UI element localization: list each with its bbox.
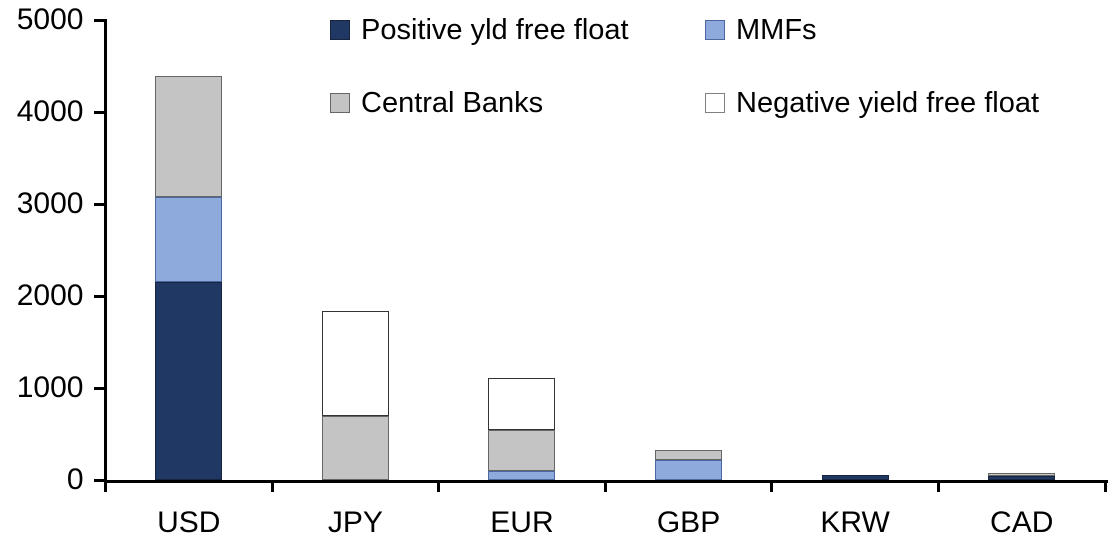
- y-tick-label: 4000: [16, 95, 84, 128]
- legend-item-mmfs: MMFs: [705, 14, 1039, 46]
- x-category-label-eur: EUR: [490, 506, 554, 539]
- x-tick: [270, 480, 274, 492]
- legend-swatch-negative-yield-free-float: [705, 93, 725, 113]
- bar-segment-eur-mmfs: [488, 470, 556, 480]
- y-tick-label: 3000: [16, 187, 84, 220]
- y-tick-label: 5000: [16, 3, 84, 36]
- x-tick: [770, 480, 774, 492]
- y-tick-2000: [93, 294, 107, 298]
- bar-segment-jpy-negative-yield-free-float: [321, 310, 389, 416]
- x-tick: [104, 480, 107, 492]
- legend-item-negative-yield-free-float: Negative yield free float: [705, 87, 1039, 119]
- bar-segment-krw-positive-yld-free-float: [821, 475, 889, 480]
- bar-segment-gbp-central-banks: [655, 449, 723, 460]
- x-category-label-gbp: GBP: [656, 506, 721, 539]
- legend-item-central-banks: Central Banks: [330, 87, 705, 119]
- x-tick: [603, 480, 607, 492]
- x-category-label-cad: CAD: [990, 506, 1054, 539]
- legend-label: Positive yld free float: [361, 14, 629, 46]
- y-tick-label: 0: [66, 463, 84, 496]
- y-tick-label: 1000: [16, 371, 84, 404]
- y-tick-3000: [93, 202, 107, 206]
- x-tick: [1103, 480, 1107, 492]
- legend-label: MMFs: [736, 14, 817, 46]
- x-category-label-krw: KRW: [820, 506, 890, 539]
- bar-segment-usd-central-banks: [155, 76, 223, 197]
- legend-item-positive-yld-free-float: Positive yld free float: [330, 14, 705, 46]
- legend-label: Negative yield free float: [736, 87, 1040, 119]
- x-tick: [437, 480, 441, 492]
- y-tick-5000: [93, 18, 107, 22]
- legend-swatch-mmfs: [705, 20, 725, 40]
- bar-segment-cad-positive-yld-free-float: [988, 475, 1056, 480]
- bar-segment-eur-negative-yield-free-float: [488, 377, 556, 431]
- legend-label: Central Banks: [361, 87, 544, 119]
- x-category-label-usd: USD: [157, 506, 221, 539]
- y-axis-line: [104, 19, 107, 483]
- x-category-label-jpy: JPY: [327, 506, 383, 539]
- legend-swatch-positive-yld-free-float: [330, 20, 350, 40]
- bar-segment-usd-positive-yld-free-float: [155, 282, 223, 480]
- bar-segment-jpy-central-banks: [321, 415, 389, 480]
- x-tick: [936, 480, 940, 492]
- bar-segment-usd-mmfs: [155, 196, 223, 283]
- y-tick-4000: [93, 110, 107, 114]
- legend: Positive yld free float MMFs Central Ban…: [330, 14, 1039, 119]
- y-tick-0: [93, 478, 107, 482]
- y-tick-label: 2000: [16, 279, 84, 312]
- bar-segment-gbp-mmfs: [655, 459, 723, 480]
- legend-swatch-central-banks: [330, 93, 350, 113]
- bar-segment-cad-central-banks: [988, 473, 1056, 476]
- y-tick-1000: [93, 386, 107, 390]
- bar-segment-eur-central-banks: [488, 430, 556, 471]
